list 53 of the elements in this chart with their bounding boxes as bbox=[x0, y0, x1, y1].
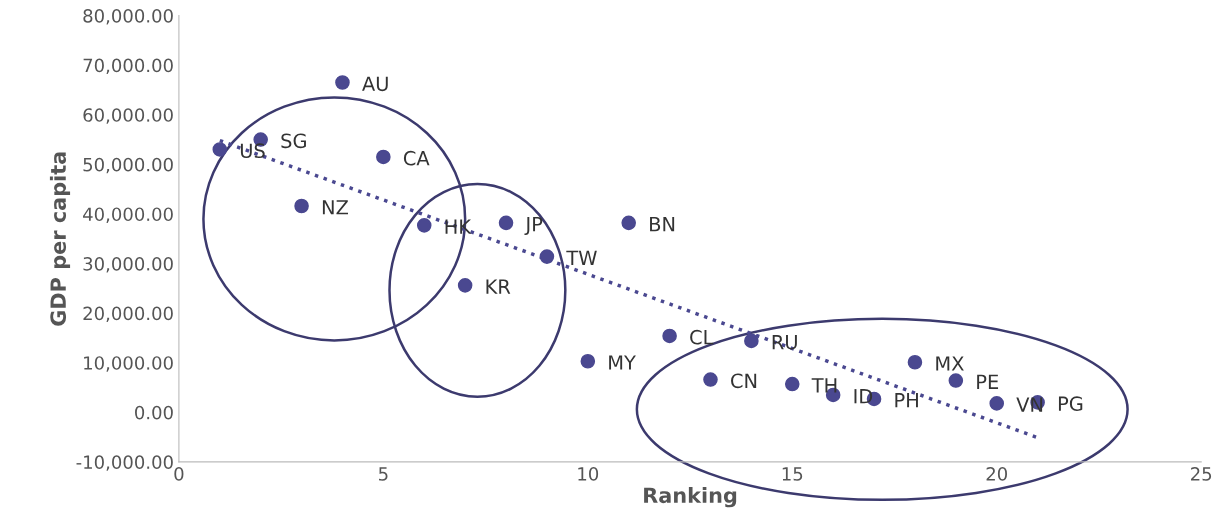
annotation: MX bbox=[936, 356, 964, 371]
annotation: RU bbox=[772, 335, 797, 350]
point bbox=[744, 333, 759, 349]
x-tick-label: 10 bbox=[578, 467, 599, 481]
annotation: MY bbox=[609, 355, 636, 370]
point bbox=[948, 373, 964, 388]
annotation: PE bbox=[977, 374, 999, 389]
y-tick-label: 60,000.00 bbox=[83, 108, 173, 124]
y-tick-label: 70,000.00 bbox=[83, 58, 173, 75]
x-axis-title: Ranking bbox=[644, 487, 737, 508]
point bbox=[416, 218, 432, 233]
x-tick-label: 0 bbox=[174, 467, 184, 481]
point bbox=[539, 249, 555, 264]
point bbox=[335, 75, 350, 90]
annotation: JP bbox=[524, 217, 543, 236]
point bbox=[294, 198, 309, 214]
annotation: SG bbox=[281, 133, 306, 149]
y-tick-label: -10,000.00 bbox=[76, 455, 173, 471]
annotation: PG bbox=[1058, 396, 1083, 412]
y-axis-title: GDP per capita bbox=[49, 152, 71, 326]
annotation: US bbox=[240, 143, 265, 159]
annotation: CN bbox=[731, 373, 757, 389]
x-tick-label: 25 bbox=[1191, 467, 1212, 481]
y-tick-label: 0.00 bbox=[135, 405, 173, 420]
point bbox=[498, 215, 514, 231]
x-tick-label: 5 bbox=[379, 467, 388, 481]
annotation: TH bbox=[811, 378, 837, 393]
point bbox=[457, 278, 473, 293]
point bbox=[212, 142, 228, 157]
point bbox=[376, 149, 391, 165]
annotation: PH bbox=[895, 393, 918, 408]
annotation: BN bbox=[650, 217, 675, 232]
y-tick-label: 30,000.00 bbox=[83, 257, 173, 273]
point bbox=[580, 353, 596, 369]
point bbox=[784, 376, 800, 392]
y-tick-label: 10,000.00 bbox=[84, 356, 173, 372]
annotation: AU bbox=[362, 76, 388, 92]
point bbox=[621, 215, 636, 231]
point bbox=[703, 372, 718, 387]
y-tick-label: 20,000.00 bbox=[83, 306, 173, 323]
annotation: CL bbox=[690, 329, 714, 345]
annotation: NZ bbox=[322, 200, 349, 215]
x-tick-label: 15 bbox=[782, 467, 803, 481]
point bbox=[907, 354, 923, 370]
point bbox=[662, 328, 677, 344]
y-tick-label: 50,000.00 bbox=[83, 157, 173, 174]
y-tick-label: 80,000.00 bbox=[83, 9, 173, 25]
x-tick-label: 20 bbox=[986, 467, 1008, 481]
point bbox=[989, 396, 1005, 411]
annotation: KR bbox=[486, 279, 511, 294]
annotation: TW bbox=[566, 250, 597, 265]
annotation: CA bbox=[403, 150, 430, 166]
y-tick-label: 40,000.00 bbox=[83, 207, 173, 223]
